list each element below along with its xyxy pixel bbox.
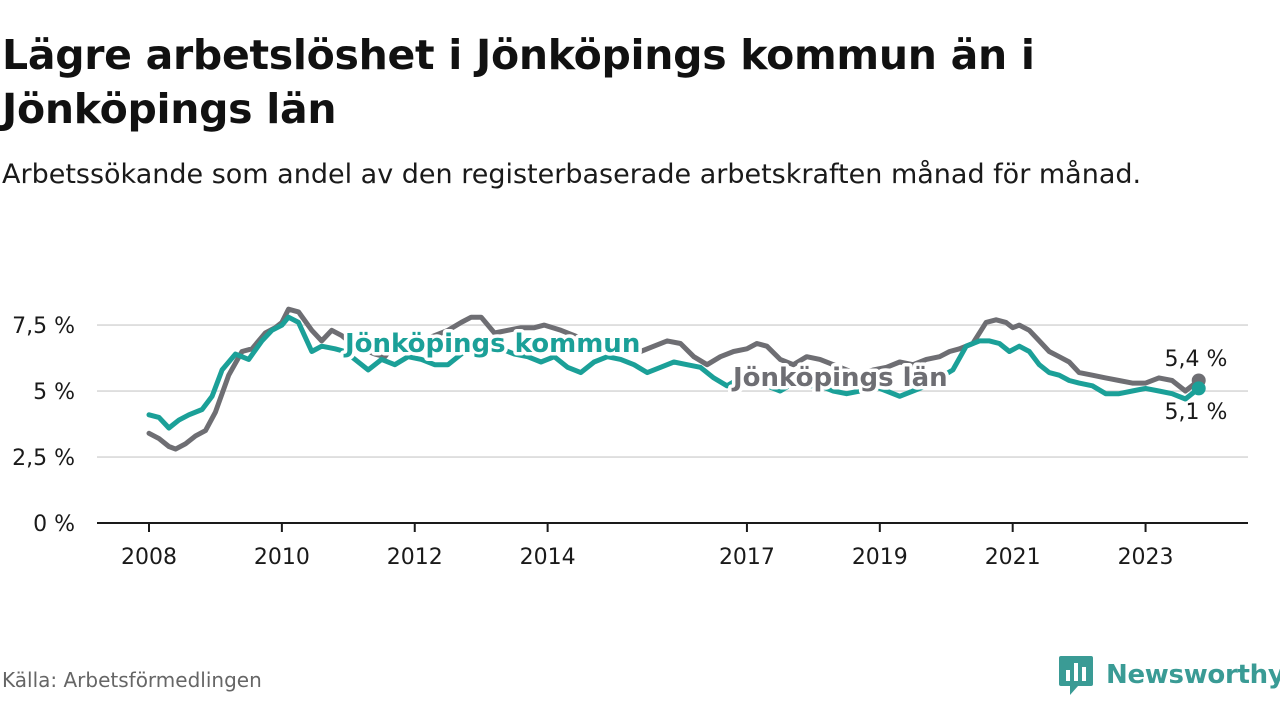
x-tick-label: 2012 (387, 545, 443, 570)
x-tick-label: 2010 (254, 545, 310, 570)
y-tick-label: 2,5 % (12, 446, 75, 471)
x-tick-label: 2023 (1118, 545, 1174, 570)
series-label-lan: Jönköpings län (731, 363, 948, 393)
series-labels: Jönköpings kommun Jönköpings län 5,4 % 5… (340, 326, 1228, 426)
end-value-label-lan: 5,4 % (1165, 347, 1228, 372)
end-value-label-kommun: 5,1 % (1165, 400, 1228, 425)
series-end-marker-kommun (1191, 381, 1206, 396)
y-tick-label: 7,5 % (12, 314, 75, 339)
chart-subtitle: Arbetssökande som andel av den registerb… (2, 159, 1142, 190)
x-tick-label: 2019 (852, 545, 908, 570)
x-tick-label: 2021 (985, 545, 1041, 570)
grid-lines (97, 324, 1248, 458)
x-axis: 2008 2010 2012 2014 2017 2019 2021 2023 (97, 522, 1248, 570)
brand-name: Newsworthy (1106, 660, 1280, 690)
newsworthy-logo-icon (1059, 656, 1093, 695)
series-lines (146, 306, 1206, 452)
x-tick-label: 2017 (719, 545, 775, 570)
x-tick-label: 2014 (520, 545, 576, 570)
y-tick-labels: 0 % 2,5 % 5 % 7,5 % (12, 314, 75, 537)
brand-logo: Newsworthy (1058, 654, 1280, 696)
x-tick-label: 2008 (121, 545, 177, 570)
series-line-kommun (146, 314, 1202, 431)
series-line-lan (146, 306, 1202, 452)
chart-title: Lägre arbetslöshet i Jönköpings kommun ä… (2, 31, 1035, 133)
series-label-kommun: Jönköpings kommun (343, 329, 640, 359)
y-tick-label: 5 % (33, 380, 75, 405)
y-tick-label: 0 % (33, 512, 75, 537)
source-note: Källa: Arbetsförmedlingen (2, 668, 262, 692)
